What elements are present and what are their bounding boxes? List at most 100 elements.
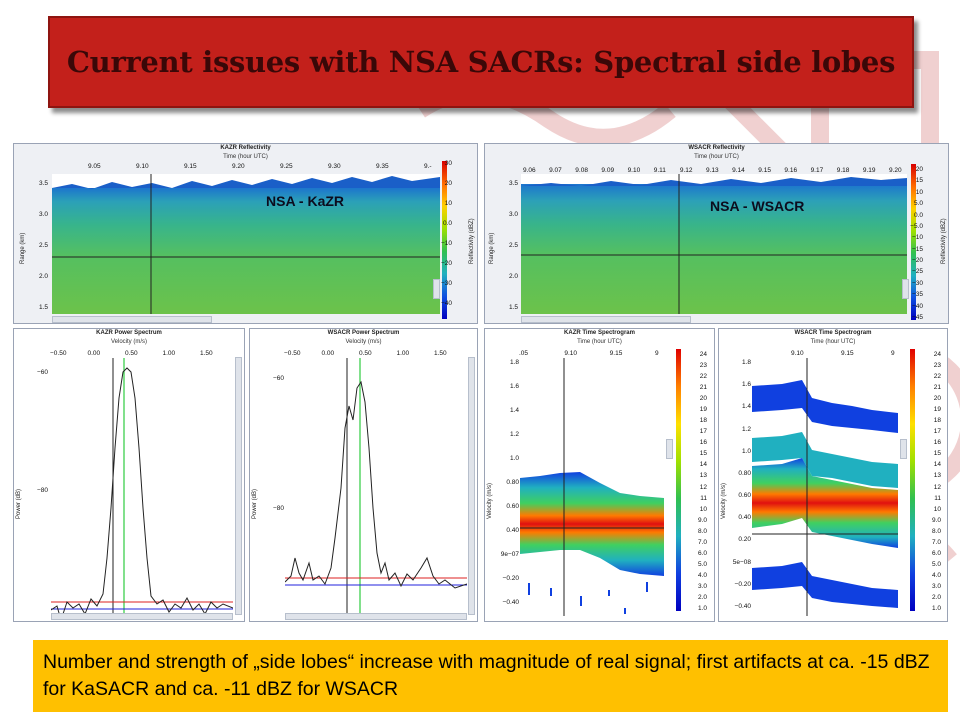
colorbar-tick-label: 13 bbox=[699, 472, 707, 480]
x-tick-label: 9 bbox=[655, 350, 659, 357]
horizontal-scrollbar[interactable] bbox=[52, 316, 212, 323]
x-tick-label: 0.00 bbox=[321, 350, 335, 357]
y-tick-label: 1.8 bbox=[509, 359, 519, 366]
colorbar-tick-label: −25 bbox=[911, 268, 923, 276]
wsacr-label: NSA - WSACR bbox=[710, 198, 805, 214]
colorbar-tick-label: 17 bbox=[699, 428, 707, 436]
colorbar-tick-label: 7.0 bbox=[697, 538, 707, 546]
colorbar-tick-label: 12 bbox=[933, 483, 941, 491]
vertical-scrollbar[interactable] bbox=[902, 279, 909, 299]
colorbar-tick-label: −30 bbox=[440, 280, 452, 287]
kazr-label: NSA - KaZR bbox=[266, 193, 345, 209]
caption-box: Number and strength of „side lobes“ incr… bbox=[33, 640, 948, 712]
y-axis-label: Velocity (m/s) bbox=[487, 482, 493, 519]
panel-title: KAZR Power Spectrum bbox=[96, 330, 162, 336]
power-spectrum-plot bbox=[285, 358, 467, 614]
x-tick-label: 9.16 bbox=[784, 167, 798, 174]
colorbar-tick-label: 16 bbox=[933, 439, 941, 447]
caption-text: Number and strength of „side lobes“ incr… bbox=[43, 651, 930, 700]
colorbar-tick-label: 22 bbox=[933, 373, 941, 381]
y-tick-label: 2.5 bbox=[38, 242, 48, 249]
y-tick-label: 0.80 bbox=[506, 479, 519, 486]
x-axis-label: Time (hour UTC) bbox=[810, 339, 856, 345]
x-tick-label: 9.25 bbox=[280, 163, 293, 170]
vertical-scrollbar[interactable] bbox=[666, 439, 673, 459]
x-tick-label: 9.06 bbox=[523, 167, 536, 174]
colorbar-tick-label: 16 bbox=[699, 439, 707, 447]
horizontal-scrollbar[interactable] bbox=[521, 316, 691, 323]
colorbar-tick-label: 2.0 bbox=[931, 593, 941, 601]
y-tick-label: −0.40 bbox=[734, 603, 751, 610]
x-tick-label: 9.35 bbox=[376, 163, 389, 170]
y-tick-label: −0.40 bbox=[502, 599, 519, 606]
colorbar-tick-label: 23 bbox=[699, 362, 707, 370]
x-tick-label: 9.07 bbox=[549, 167, 562, 174]
x-tick-label: −0.50 bbox=[50, 350, 67, 357]
y-axis-label: Power (dB) bbox=[252, 488, 258, 519]
colorbar-tick-label: 10 bbox=[444, 200, 452, 207]
colorbar-tick-label: −45 bbox=[911, 314, 923, 321]
y-tick-label: 0.60 bbox=[738, 492, 751, 500]
colorbar-tick-label: 14 bbox=[933, 461, 941, 469]
y-tick-label: 1.6 bbox=[509, 383, 519, 390]
y-axis-label: Range (km) bbox=[20, 232, 26, 264]
y-tick-label: −0.20 bbox=[734, 580, 751, 588]
x-tick-label: 9.20 bbox=[232, 163, 245, 170]
colorbar-tick-label: 8.0 bbox=[931, 527, 941, 535]
x-tick-label: 1.00 bbox=[162, 350, 176, 357]
panel-title: WSACR Power Spectrum bbox=[327, 330, 400, 336]
colorbar-tick-label: 6.0 bbox=[697, 549, 707, 557]
colorbar bbox=[442, 161, 447, 319]
kazr-power-spectrum-panel: KAZR Power Spectrum Velocity (m/s) −0.50… bbox=[13, 328, 245, 622]
x-tick-label: 9.18 bbox=[836, 167, 850, 174]
colorbar-tick-label: 19 bbox=[933, 406, 941, 414]
colorbar-tick-label: 9.0 bbox=[931, 516, 941, 524]
y-tick-label: 0.20 bbox=[738, 536, 751, 544]
y-tick-label: 0.80 bbox=[738, 469, 751, 477]
vertical-scrollbar[interactable] bbox=[235, 357, 242, 615]
x-tick-label: 9.09 bbox=[601, 167, 615, 174]
spectrogram-plot bbox=[752, 358, 898, 616]
colorbar-tick-label: 14 bbox=[699, 461, 707, 469]
colorbar-tick-label: 15 bbox=[699, 450, 707, 458]
horizontal-scrollbar[interactable] bbox=[285, 613, 467, 620]
y-axis-label: Range (km) bbox=[489, 232, 495, 264]
colorbar-label: Reflectivity (dBZ) bbox=[941, 218, 947, 264]
x-tick-label: 9.05 bbox=[88, 163, 101, 170]
colorbar-tick-label: 9.0 bbox=[697, 516, 707, 524]
colorbar-tick-label: 20 bbox=[444, 180, 452, 187]
vertical-scrollbar[interactable] bbox=[900, 439, 907, 459]
y-tick-label: 1.4 bbox=[741, 403, 751, 411]
horizontal-scrollbar[interactable] bbox=[51, 613, 233, 620]
title-banner: Current issues with NSA SACRs: Spectral … bbox=[48, 16, 914, 108]
y-tick-label: −80 bbox=[36, 487, 48, 494]
colorbar-tick-label: −40 bbox=[440, 300, 452, 307]
x-tick-label: 9 bbox=[891, 350, 895, 357]
y-axis-label: Velocity (m/s) bbox=[721, 482, 727, 519]
reflectivity-image bbox=[521, 174, 907, 314]
x-tick-label: 9.20 bbox=[889, 167, 902, 174]
y-tick-label: 2.0 bbox=[38, 273, 48, 280]
y-tick-label: 2.0 bbox=[508, 273, 518, 280]
y-tick-label: 3.0 bbox=[38, 211, 48, 218]
reflectivity-image bbox=[52, 174, 440, 314]
colorbar-tick-label: 10 bbox=[933, 505, 941, 513]
colorbar-tick-label: 11 bbox=[934, 494, 941, 502]
x-tick-label: 9.19 bbox=[862, 167, 876, 174]
colorbar bbox=[910, 349, 915, 611]
x-tick-label: 9.15 bbox=[184, 163, 197, 170]
x-tick-label: 9.17 bbox=[810, 167, 824, 174]
colorbar-tick-label: 5.0 bbox=[931, 560, 941, 568]
vertical-scrollbar[interactable] bbox=[433, 279, 440, 299]
colorbar bbox=[911, 164, 916, 320]
panel-title: WSACR Time Spectrogram bbox=[794, 330, 872, 336]
x-tick-label: 9.14 bbox=[732, 167, 745, 174]
y-tick-label: 1.5 bbox=[508, 304, 518, 311]
y-tick-label: 1.8 bbox=[741, 359, 751, 366]
y-tick-label: 5e−08 bbox=[732, 558, 751, 566]
x-tick-label: 0.00 bbox=[87, 350, 101, 357]
colorbar-tick-label: 12 bbox=[699, 483, 707, 491]
x-tick-label: 9.11 bbox=[653, 167, 666, 174]
colorbar-tick-label: −10 bbox=[911, 234, 923, 242]
vertical-scrollbar[interactable] bbox=[468, 357, 475, 615]
